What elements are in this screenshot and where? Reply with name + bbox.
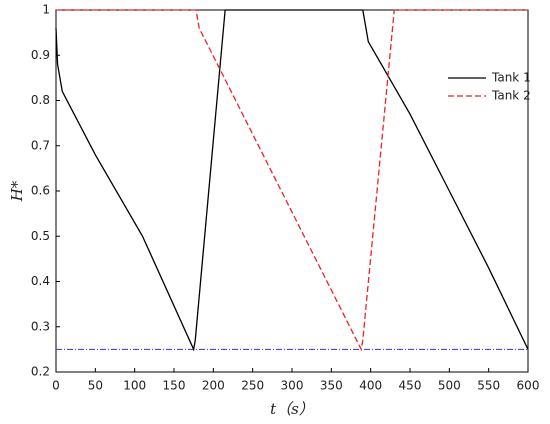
y-tick-label: 0.5 [31, 229, 50, 243]
y-tick-label: 1 [42, 3, 50, 17]
y-tick-label: 0.7 [31, 138, 50, 152]
x-tick-label: 400 [359, 379, 382, 393]
x-tick-label: 250 [241, 379, 264, 393]
y-tick-label: 0.8 [31, 93, 50, 107]
y-axis-label: H* [8, 180, 26, 202]
y-tick-label: 0.3 [31, 319, 50, 333]
x-tick-label: 150 [163, 379, 186, 393]
series-line [55, 9, 529, 352]
x-tick-label: 300 [281, 379, 304, 393]
y-tick-label: 0.6 [31, 184, 50, 198]
x-tick-label: 450 [399, 379, 422, 393]
plot-frame [55, 9, 529, 373]
legend-label: Tank 1 [491, 71, 531, 85]
x-tick-label: 200 [202, 379, 225, 393]
legend-label: Tank 2 [491, 89, 531, 103]
y-tick-label: 0.2 [31, 365, 50, 379]
y-tick-label: 0.4 [31, 274, 50, 288]
x-tick-label: 100 [123, 379, 146, 393]
x-tick-label: 50 [88, 379, 103, 393]
x-tick-label: 600 [517, 379, 540, 393]
series-line [56, 9, 528, 352]
x-tick-label: 0 [52, 379, 60, 393]
x-tick-label: 550 [477, 379, 500, 393]
x-tick-label: 350 [320, 379, 343, 393]
x-tick-label: 500 [438, 379, 461, 393]
x-axis-label: t（s） [270, 400, 314, 418]
y-tick-label: 0.9 [31, 48, 50, 62]
